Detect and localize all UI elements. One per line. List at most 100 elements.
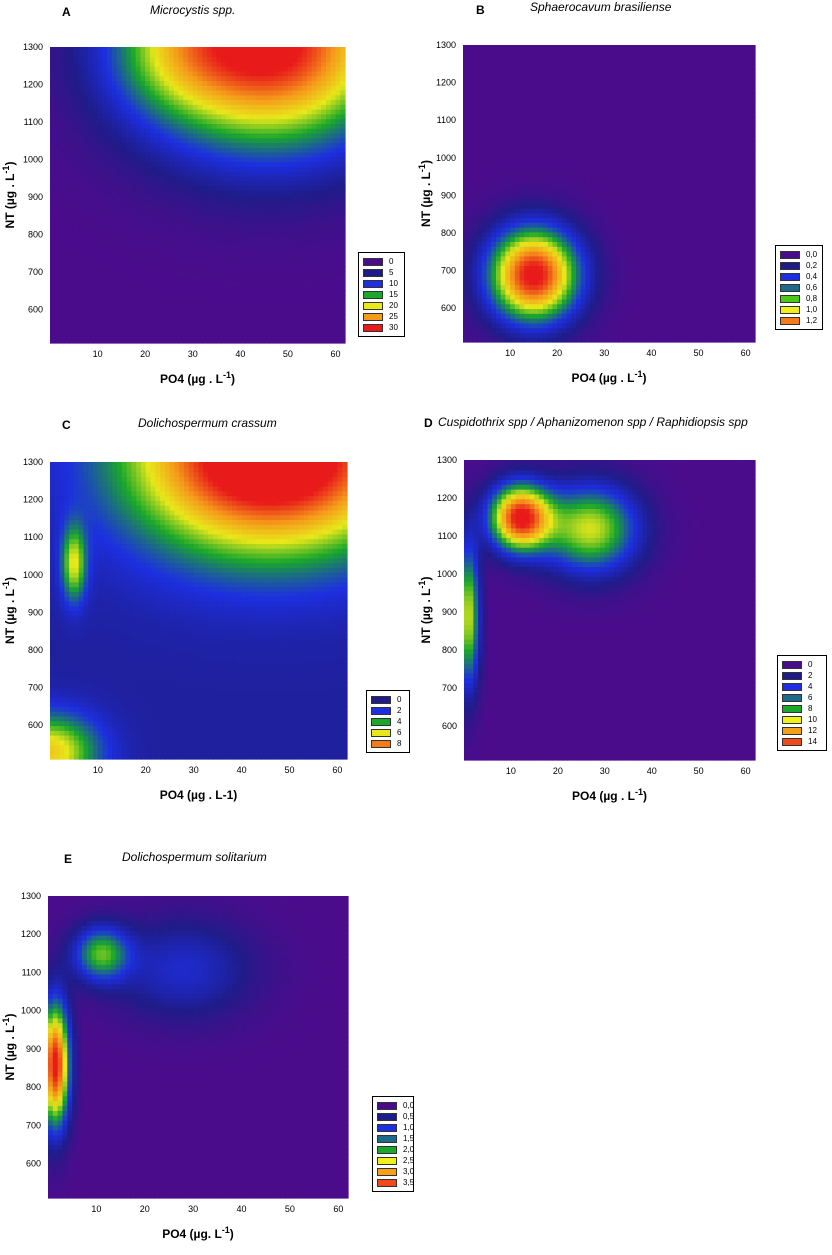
heatmap-cell [481,203,488,209]
heatmap-cell [83,338,89,344]
heatmap-cell [202,328,208,335]
heatmap-cell [92,323,99,330]
heatmap-cell [472,107,478,113]
heatmap-cell [538,265,544,271]
heatmap-cell [245,304,251,311]
heatmap-cell [283,218,289,225]
heatmap-cell [97,204,103,210]
heatmap-cell [73,166,80,172]
heatmap-cell [130,280,137,287]
heatmap-cell [164,156,170,163]
heatmap-cell [183,180,189,187]
heatmap-cell [528,207,535,214]
heatmap-cell [240,319,246,325]
heatmap-cell [135,328,142,335]
heatmap-cell [226,290,232,296]
heatmap-cell [273,204,279,210]
heatmap-cell [524,308,530,314]
heatmap-cell [116,285,122,292]
heatmap-cell [50,113,56,120]
heatmap-cell [69,295,75,301]
heatmap-cell [500,337,506,343]
heatmap-cell [121,195,127,201]
heatmap-cell [92,128,99,134]
heatmap-cell [197,257,203,263]
heatmap-cell [278,237,284,244]
heatmap-cell [259,128,265,134]
heatmap-cell [335,85,341,91]
heatmap-cell [116,94,122,101]
heatmap-cell [78,228,84,234]
heatmap-cell [302,152,308,158]
heatmap-cell [168,323,175,330]
heatmap-cell [211,199,218,206]
heatmap-cell [491,241,497,247]
heatmap-cell [59,70,65,77]
heatmap-cell [528,155,535,161]
heatmap-cell [69,152,75,158]
heatmap-cell [297,247,303,253]
heatmap-cell [207,223,213,230]
heatmap-cell [510,308,516,314]
heatmap-cell [183,290,189,296]
heatmap-cell [500,150,506,156]
heatmap-cell [92,99,99,105]
heatmap-cell [495,207,502,214]
heatmap-cell [273,228,279,234]
heatmap-cell [297,61,303,67]
heatmap-cell [221,319,227,325]
heatmap-cell [543,164,549,171]
heatmap-cell [254,75,260,82]
heatmap-cell [259,261,265,268]
heatmap-cell [486,68,492,75]
heatmap-cell [467,284,474,290]
heatmap-cell [126,161,132,167]
heatmap-cell [538,126,544,132]
heatmap-cell [240,104,246,110]
heatmap-cell [486,88,492,94]
heatmap-cell [88,214,94,220]
heatmap-cell [226,113,232,120]
heatmap-cell [505,68,511,75]
heatmap-cell [321,70,327,77]
heatmap-cell [78,171,84,177]
heatmap-cell [467,49,474,56]
heatmap-cell [130,261,137,268]
heatmap-cell [102,328,108,335]
heatmap-cell [235,252,241,258]
heatmap-cell [149,185,156,191]
heatmap-cell [287,190,294,196]
heatmap-cell [221,113,227,120]
heatmap-cell [278,61,284,67]
heatmap-cell [287,338,294,344]
heatmap-cell [528,64,535,70]
heatmap-cell [159,252,165,258]
heatmap-cell [154,80,161,86]
heatmap-cell [197,113,203,120]
heatmap-cell [240,261,246,268]
heatmap-cell [297,204,303,210]
heatmap-cell [50,218,56,225]
heatmap-cell [54,132,61,139]
heatmap-cell [140,51,146,58]
heatmap-cell [524,274,530,281]
heatmap-cell [302,214,308,220]
heatmap-cell [211,161,218,167]
heatmap-cell [481,121,488,128]
heatmap-cell [126,152,132,158]
heatmap-cell [510,150,516,156]
heatmap-cell [467,54,474,60]
heatmap-cell [73,214,80,220]
heatmap-cell [292,94,299,101]
heatmap-cell [543,255,549,262]
heatmap-cell [325,47,332,53]
heatmap-cell [149,132,156,139]
heatmap-cell [311,109,318,115]
heatmap-cell [538,59,544,65]
heatmap-cell [135,185,142,191]
heatmap-cell [463,126,469,132]
heatmap-cell [69,66,75,72]
heatmap-cell [259,319,265,325]
heatmap-cell [533,83,539,89]
heatmap-cell [302,142,308,148]
